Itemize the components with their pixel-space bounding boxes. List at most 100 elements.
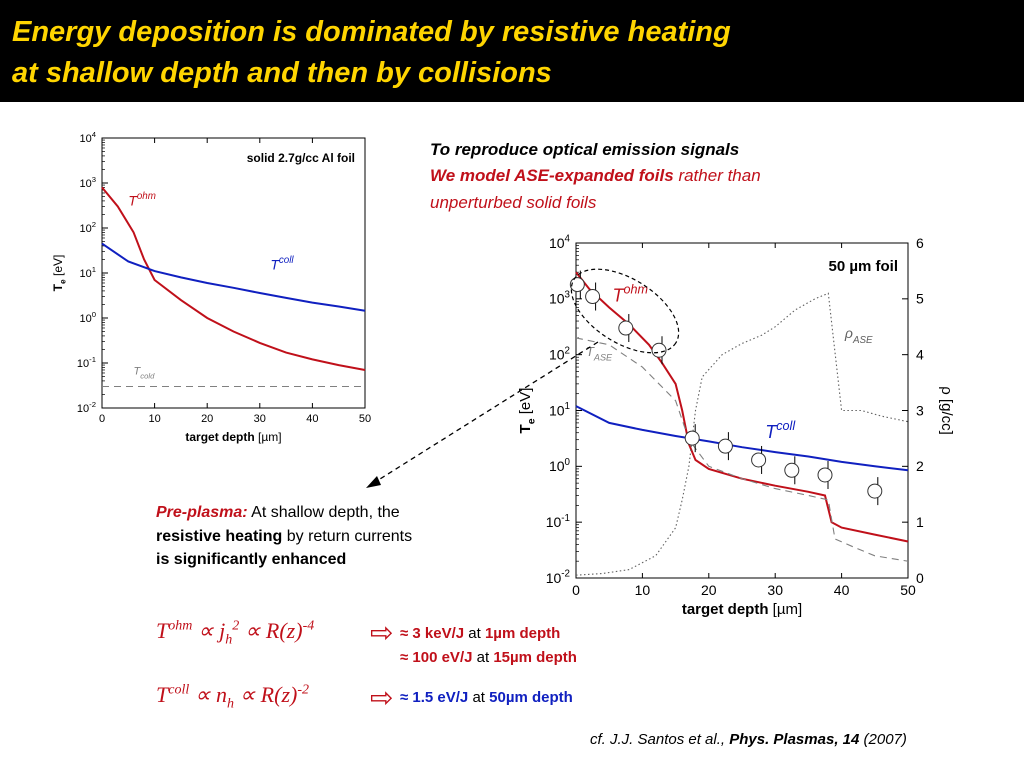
eq-coll-sup2: -2 bbox=[297, 682, 310, 698]
data-point-marker bbox=[717, 438, 733, 454]
chart-annotation: solid 2.7g/cc Al foil bbox=[247, 151, 355, 165]
slide-title-line-1: Energy deposition is dominated by resist… bbox=[12, 16, 731, 48]
x-axis-label: target depth [µm] bbox=[682, 601, 802, 618]
x-tick-label: 50 bbox=[900, 582, 916, 598]
series-line-ohm bbox=[101, 186, 366, 371]
y-tick-label: 102 bbox=[79, 220, 96, 235]
x-tick-label: 20 bbox=[201, 413, 213, 425]
y-tick-label: 104 bbox=[549, 234, 571, 251]
arrow-right-icon: ⇨ bbox=[370, 617, 394, 648]
y-tick-label: 102 bbox=[549, 345, 570, 362]
citation-year: (2007) bbox=[859, 731, 907, 748]
reproduce-note-line-3: unperturbed solid foils bbox=[430, 193, 597, 212]
series-line-ASE bbox=[575, 292, 909, 576]
slide-title-line-2: at shallow depth and then by collisions bbox=[12, 57, 552, 89]
y-tick-label: 10-2 bbox=[546, 569, 570, 586]
eq-coll-sup: coll bbox=[168, 682, 190, 698]
coll-result: ≈ 1.5 eV/J at 50µm depth bbox=[400, 689, 573, 706]
preplasma-line-1: Pre-plasma: At shallow depth, the bbox=[156, 504, 400, 522]
y-tick-label: 103 bbox=[549, 289, 571, 306]
preplasma-text-1: At shallow depth, the bbox=[247, 504, 400, 521]
series-label: Tcoll bbox=[270, 255, 294, 272]
y2-tick-label: 6 bbox=[916, 235, 924, 251]
eq-ohm-T: T bbox=[156, 618, 169, 643]
y2-tick-label: 4 bbox=[916, 347, 924, 363]
y-tick-label: 10-2 bbox=[77, 400, 96, 415]
citation-volume: , 14 bbox=[834, 731, 860, 748]
arrow-right-icon-2: ⇨ bbox=[370, 682, 394, 713]
eq-coll-sub: h bbox=[226, 696, 234, 712]
coll-result-at: at bbox=[468, 689, 490, 706]
x-tick-label: 0 bbox=[572, 582, 580, 598]
chart-annotation: 50 µm foil bbox=[829, 258, 899, 275]
highlight-ellipse bbox=[570, 268, 680, 354]
data-point-marker bbox=[867, 483, 883, 499]
x-tick-label: 30 bbox=[767, 582, 783, 598]
ohm-result-1: ≈ 3 keV/J at 1µm depth bbox=[400, 625, 560, 642]
eq-ohm-prop1: ∝ j bbox=[192, 618, 226, 643]
y2-tick-label: 1 bbox=[916, 514, 924, 530]
y2-tick-label: 2 bbox=[916, 458, 924, 474]
y2-tick-label: 0 bbox=[916, 570, 924, 586]
reproduce-note-bold: We model ASE-expanded foils bbox=[430, 166, 674, 185]
x-axis-label: target depth [µm] bbox=[185, 430, 281, 444]
y-tick-label: 103 bbox=[79, 175, 96, 190]
y-tick-label: 100 bbox=[549, 457, 571, 474]
series-label: Tohm bbox=[613, 282, 649, 305]
preplasma-bold-2: resistive heating bbox=[156, 528, 283, 545]
x-tick-label: 30 bbox=[254, 413, 266, 425]
preplasma-label: Pre-plasma: bbox=[156, 504, 248, 521]
x-tick-label: 40 bbox=[834, 582, 850, 598]
y-axis-label: Te [eV] bbox=[517, 388, 538, 434]
eq-ohm-sup2: 2 bbox=[232, 618, 240, 634]
x-tick-label: 50 bbox=[359, 413, 371, 425]
series-line-coll bbox=[575, 405, 909, 472]
ohm-result-2-at: at bbox=[472, 649, 494, 666]
preplasma-line-2: resistive heating by return currents bbox=[156, 528, 412, 546]
series-label: Tohm bbox=[128, 191, 156, 208]
eq-ohm-sup3: -4 bbox=[302, 618, 315, 634]
y2-axis-label: ρ [g/cc] bbox=[938, 386, 955, 435]
series-label: Tcold bbox=[134, 366, 156, 381]
eq-ohm-sup: ohm bbox=[168, 618, 193, 634]
chart-2: 0 10 20 30 40 5010410310210110010-110-2654321… bbox=[517, 234, 955, 618]
series-line-ohm bbox=[575, 271, 909, 543]
eq-ohm-prop2: ∝ R(z) bbox=[239, 618, 303, 643]
y-tick-label: 101 bbox=[79, 265, 96, 280]
y2-tick-label: 3 bbox=[916, 402, 924, 418]
y-tick-label: 101 bbox=[549, 401, 570, 418]
y-tick-label: 104 bbox=[79, 130, 96, 145]
citation-journal: Phys. Plasmas bbox=[729, 731, 835, 748]
reproduce-note-line-1: To reproduce optical emission signals bbox=[430, 140, 740, 159]
x-tick-label: 40 bbox=[306, 413, 318, 425]
series-label: ρASE bbox=[844, 325, 873, 346]
data-point-marker bbox=[684, 430, 700, 446]
x-tick-label: 0 bbox=[99, 413, 105, 425]
ohm-result-1-value: ≈ 3 keV/J bbox=[400, 625, 465, 642]
series-line-coll bbox=[101, 242, 366, 312]
reproduce-note-line-2: We model ASE-expanded foils rather than bbox=[430, 166, 761, 186]
ohm-result-1-at: at bbox=[464, 625, 485, 642]
y-axis-label: Te [eV] bbox=[51, 255, 68, 292]
data-point-marker bbox=[817, 467, 833, 483]
eq-coll-prop2: ∝ R(z) bbox=[233, 682, 298, 707]
data-point-marker bbox=[618, 320, 634, 336]
data-point-marker bbox=[651, 342, 667, 358]
plot-frame bbox=[101, 137, 366, 409]
citation: cf. J.J. Santos et al., Phys. Plasmas, 1… bbox=[590, 731, 907, 748]
y-tick-label: 10-1 bbox=[546, 513, 570, 530]
ohm-result-2: ≈ 100 eV/J at 15µm depth bbox=[400, 649, 577, 666]
equation-coll: Tcoll ∝ nh ∝ R(z)-2 bbox=[156, 682, 309, 712]
data-point-marker bbox=[569, 277, 585, 293]
data-point-marker bbox=[784, 462, 800, 478]
preplasma-line-3: is significantly enhanced bbox=[156, 551, 347, 568]
ohm-result-2-value: ≈ 100 eV/J bbox=[400, 649, 473, 666]
reproduce-note-rest: rather than bbox=[673, 166, 761, 185]
preplasma-text-2: by return currents bbox=[282, 528, 413, 545]
y2-tick-label: 5 bbox=[916, 291, 924, 307]
coll-result-value: ≈ 1.5 eV/J bbox=[400, 689, 469, 706]
y-tick-label: 100 bbox=[79, 310, 96, 325]
series-label: TASE bbox=[586, 344, 613, 363]
title-bar: Energy deposition is dominated by resist… bbox=[0, 0, 1024, 102]
